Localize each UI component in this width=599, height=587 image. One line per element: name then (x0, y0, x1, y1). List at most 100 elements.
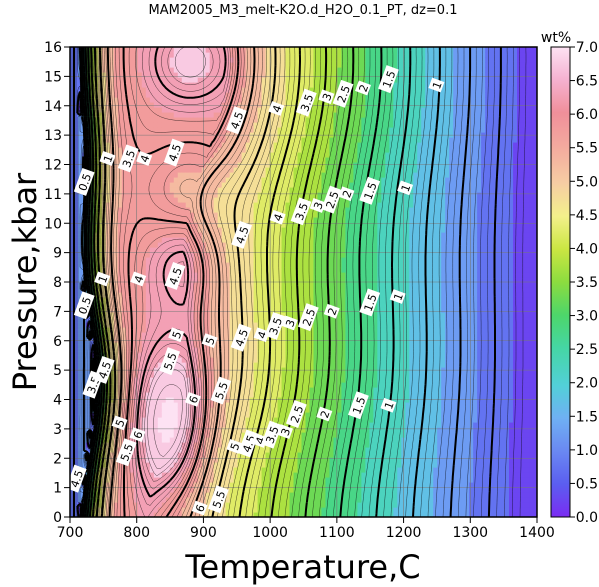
heatmap-cell (117, 92, 123, 98)
heatmap-cell (261, 497, 267, 503)
heatmap-cell (265, 147, 271, 153)
heatmap-cell (249, 47, 255, 53)
heatmap-cell (129, 492, 135, 498)
heatmap-cell (161, 67, 167, 73)
heatmap-cell (237, 357, 243, 363)
heatmap-cell (233, 57, 239, 63)
heatmap-cell (117, 187, 123, 193)
heatmap-cell (277, 227, 283, 233)
heatmap-cell (133, 267, 139, 273)
heatmap-cell (149, 382, 155, 388)
heatmap-cell (229, 452, 235, 458)
heatmap-cell (169, 437, 175, 443)
heatmap-cell (197, 382, 203, 388)
heatmap-cell (245, 267, 251, 273)
heatmap-cell (253, 492, 259, 498)
heatmap-cell (113, 197, 119, 203)
heatmap-cell (165, 302, 171, 308)
heatmap-cell (209, 207, 215, 213)
heatmap-cell (209, 122, 215, 128)
heatmap-cell (217, 117, 223, 123)
heatmap-cell (205, 512, 211, 517)
heatmap-cell (233, 292, 239, 298)
heatmap-cell (205, 287, 211, 293)
heatmap-cell (249, 157, 255, 163)
heatmap-cell (153, 222, 159, 228)
heatmap-cell (145, 132, 151, 138)
heatmap-cell (145, 107, 151, 113)
heatmap-cell (213, 407, 219, 413)
heatmap-cell (261, 372, 267, 378)
heatmap-cell (209, 467, 215, 473)
heatmap-cell (165, 167, 171, 173)
heatmap-cell (233, 377, 239, 383)
heatmap-cell (233, 52, 239, 58)
heatmap-cell (129, 192, 135, 198)
heatmap-cell (129, 122, 135, 128)
heatmap-cell (145, 212, 151, 218)
heatmap-cell (137, 367, 143, 373)
heatmap-cell (137, 407, 143, 413)
heatmap-cell (157, 492, 163, 498)
heatmap-cell (181, 507, 187, 513)
heatmap-cell (157, 222, 163, 228)
heatmap-cell (261, 87, 267, 93)
heatmap-cell (181, 132, 187, 138)
heatmap-cell (241, 457, 247, 463)
heatmap-cell (181, 377, 187, 383)
heatmap-cell (237, 457, 243, 463)
heatmap-cell (153, 407, 159, 413)
heatmap-cell (117, 322, 123, 328)
heatmap-cell (201, 127, 207, 133)
heatmap-cell (273, 247, 279, 253)
heatmap-cell (269, 237, 275, 243)
heatmap-cell (233, 262, 239, 268)
heatmap-cell (93, 217, 99, 223)
heatmap-cell (129, 257, 135, 263)
heatmap-cell (269, 447, 275, 453)
heatmap-cell (249, 72, 255, 78)
heatmap-cell (225, 157, 231, 163)
heatmap-cell (145, 277, 151, 283)
heatmap-cell (257, 127, 263, 133)
heatmap-cell (133, 247, 139, 253)
heatmap-cell (161, 327, 167, 333)
heatmap-cell (161, 142, 167, 148)
heatmap-cell (153, 392, 159, 398)
heatmap-cell (157, 507, 163, 513)
heatmap-cell (85, 357, 91, 363)
heatmap-cell (185, 457, 191, 463)
heatmap-cell (145, 297, 151, 303)
heatmap-cell (77, 222, 83, 228)
heatmap-cell (269, 92, 275, 98)
heatmap-cell (209, 487, 215, 493)
heatmap-cell (129, 247, 135, 253)
heatmap-cell (229, 217, 235, 223)
heatmap-cell (161, 72, 167, 78)
heatmap-cell (161, 192, 167, 198)
heatmap-cell (149, 132, 155, 138)
heatmap-cell (213, 97, 219, 103)
heatmap-cell (157, 482, 163, 488)
heatmap-cell (229, 372, 235, 378)
heatmap-cell (125, 312, 131, 318)
heatmap-cell (117, 442, 123, 448)
heatmap-cell (105, 467, 111, 473)
heatmap-cell (153, 252, 159, 258)
heatmap-cell (253, 292, 259, 298)
heatmap-cell (125, 507, 131, 513)
heatmap-cell (265, 182, 271, 188)
heatmap-cell (237, 417, 243, 423)
heatmap-cell (157, 302, 163, 308)
heatmap-cell (253, 77, 259, 83)
heatmap-cell (105, 192, 111, 198)
heatmap-cell (137, 77, 143, 83)
heatmap-cell (257, 247, 263, 253)
heatmap-cell (245, 377, 251, 383)
heatmap-cell (181, 352, 187, 358)
heatmap-cell (133, 357, 139, 363)
heatmap-cell (253, 482, 259, 488)
heatmap-cell (169, 77, 175, 83)
heatmap-cell (213, 202, 219, 208)
heatmap-cell (277, 77, 283, 83)
